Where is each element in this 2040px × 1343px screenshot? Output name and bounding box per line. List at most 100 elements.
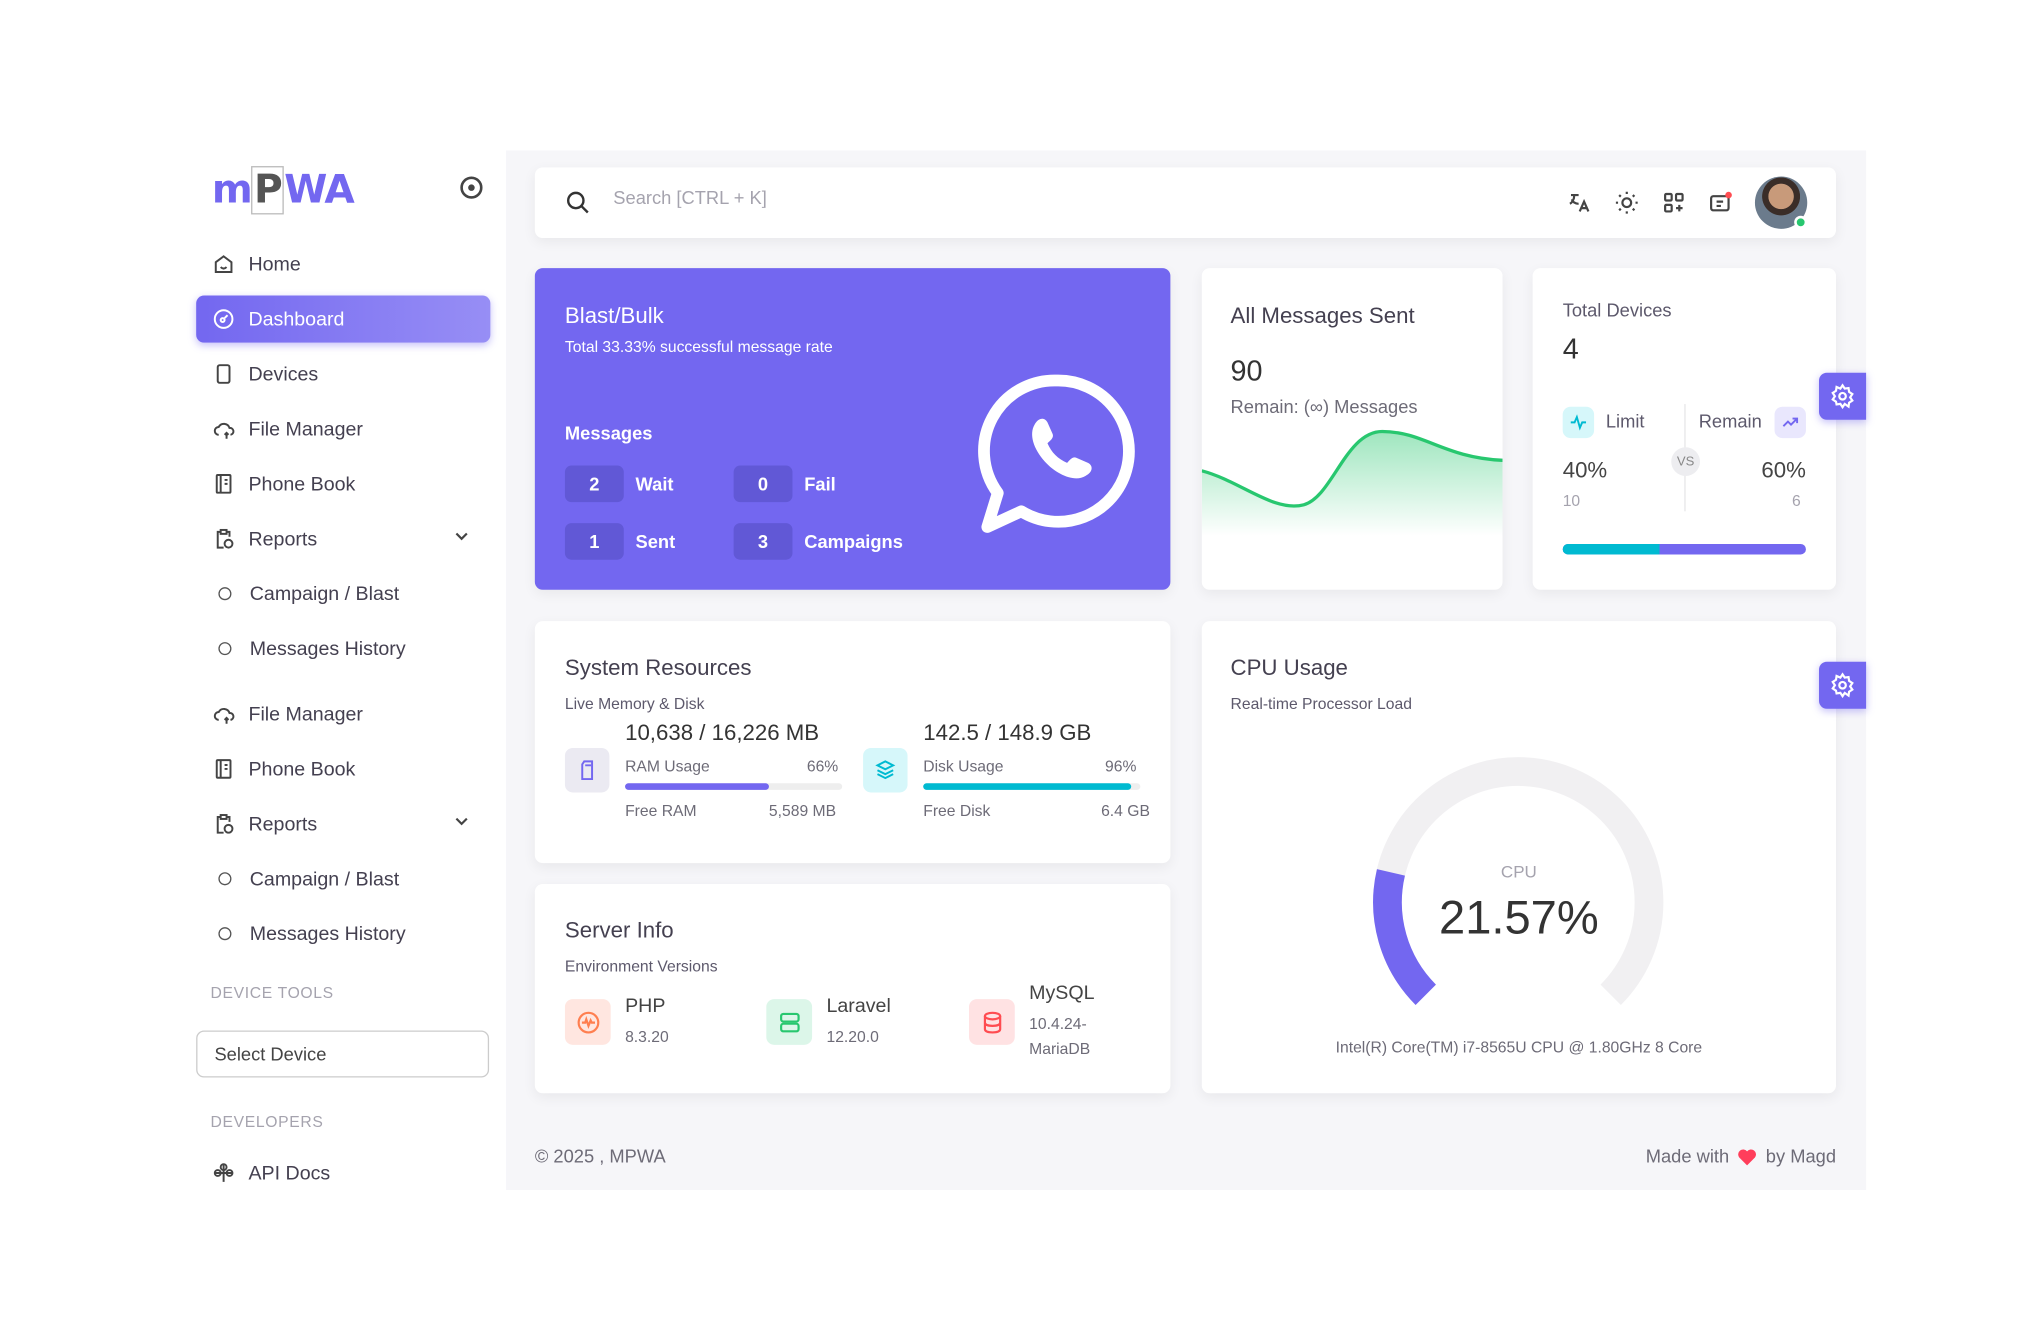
author-link[interactable]: by Magd — [1765, 1145, 1837, 1167]
disk-usage-percent: 96% — [1105, 757, 1137, 776]
free-disk-value: 6.4 GB — [1101, 801, 1150, 820]
server-info-title: Server Info — [564, 918, 674, 943]
ram-usage-fill — [625, 783, 769, 790]
online-status-dot — [1794, 215, 1808, 229]
stat-sent: 1 Sent — [564, 523, 675, 560]
disk-usage-fill — [923, 783, 1132, 790]
sidebar-item-campaign-blast[interactable]: Campaign / Blast — [196, 570, 490, 617]
sidebar-item-campaign-blast-2[interactable]: Campaign / Blast — [196, 855, 490, 902]
gauge-label: CPU — [1500, 861, 1537, 882]
circle-icon — [218, 642, 232, 656]
mysql-name: MySQL — [1029, 982, 1095, 1005]
copyright: © 2025 , MPWA — [534, 1145, 666, 1167]
all-messages-card: All Messages Sent 90 Remain: (∞) Message… — [1201, 268, 1503, 590]
settings-gear-button-2[interactable] — [1819, 661, 1867, 709]
remain-messages: Remain: (∞) Messages — [1230, 396, 1418, 418]
ram-usage-label: RAM Usage — [625, 757, 710, 776]
whatsapp-icon — [978, 374, 1135, 533]
cloud-upload-icon — [212, 417, 236, 441]
limit-fill — [1562, 544, 1660, 555]
top-navbar — [534, 167, 1837, 239]
remain-count: 6 — [1791, 491, 1801, 511]
cpu-usage-title: CPU Usage — [1230, 655, 1348, 681]
ram-usage-bar — [625, 783, 843, 790]
remain-label: Remain — [1698, 410, 1762, 432]
heart-icon — [1738, 1148, 1757, 1165]
php-icon — [564, 999, 611, 1045]
server-info-subtitle: Environment Versions — [564, 957, 718, 976]
free-ram-value: 5,589 MB — [768, 801, 837, 820]
mysql-version: 10.4.24- — [1029, 1014, 1087, 1034]
logo[interactable]: mPWA — [211, 166, 355, 215]
sidebar-item-messages-history[interactable]: Messages History — [196, 625, 490, 672]
system-resources-card: System Resources Live Memory & Disk 10,6… — [534, 621, 1171, 864]
limit-label: Limit — [1605, 410, 1645, 432]
search-icon[interactable] — [565, 190, 591, 216]
cpu-gauge — [1373, 757, 1664, 1005]
sidebar-item-devices[interactable]: Devices — [196, 350, 490, 397]
sidebar-item-messages-history-2[interactable]: Messages History — [196, 910, 490, 957]
sun-icon[interactable] — [1614, 190, 1640, 216]
layers-icon — [863, 748, 908, 793]
report-icon — [212, 812, 236, 836]
all-messages-title: All Messages Sent — [1230, 303, 1415, 329]
free-ram-label: Free RAM — [625, 801, 697, 820]
circle-icon — [218, 587, 232, 601]
stat-campaigns: 3 Campaigns — [733, 523, 903, 560]
server-info-card: Server Info Environment Versions PHP 8.3… — [534, 884, 1171, 1094]
section-developers: DEVELOPERS — [210, 1112, 324, 1132]
section-device-tools: DEVICE TOOLS — [210, 983, 334, 1002]
cpu-value: 21.57% — [1439, 890, 1599, 945]
sparkline-line — [1201, 429, 1503, 508]
search-input[interactable] — [613, 187, 1137, 208]
sidebar-item-home[interactable]: Home — [196, 241, 490, 288]
sidebar-item-phone-book-2[interactable]: Phone Book — [196, 745, 490, 792]
disk-usage-label: Disk Usage — [923, 757, 1004, 776]
circle-icon — [218, 872, 232, 886]
gear-icon — [1831, 672, 1854, 699]
sidebar-item-phone-book[interactable]: Phone Book — [196, 460, 490, 507]
laravel-version: 12.20.0 — [826, 1027, 879, 1047]
cloud-upload-icon — [212, 702, 236, 726]
select-device-dropdown[interactable]: Select Device — [196, 1030, 490, 1078]
sidebar-item-reports-2[interactable]: Reports — [196, 800, 490, 847]
apps-grid-icon[interactable] — [1661, 190, 1687, 216]
chevron-down-icon — [455, 817, 468, 826]
translate-icon[interactable] — [1567, 190, 1593, 216]
limit-remain-bar — [1562, 544, 1806, 555]
api-icon — [212, 1161, 236, 1185]
blast-bulk-card: Blast/Bulk Total 33.33% successful messa… — [534, 268, 1171, 590]
server-icon — [766, 999, 813, 1045]
remain-percent: 60% — [1761, 457, 1806, 483]
sidebar-item-reports[interactable]: Reports — [196, 515, 490, 562]
laravel-name: Laravel — [826, 995, 891, 1018]
blast-subtitle: Total 33.33% successful message rate — [564, 337, 833, 356]
stat-wait: 2 Wait — [564, 465, 674, 503]
settings-gear-button[interactable] — [1819, 372, 1867, 420]
sidebar-toggle-icon[interactable] — [460, 176, 483, 199]
gear-icon — [1831, 383, 1854, 410]
blast-title: Blast/Bulk — [564, 303, 664, 329]
limit-percent: 40% — [1562, 457, 1608, 483]
cpu-usage-subtitle: Real-time Processor Load — [1230, 694, 1412, 713]
sparkline-area — [1201, 431, 1503, 537]
messages-label: Messages — [564, 422, 653, 444]
limit-count: 10 — [1562, 491, 1581, 511]
notification-icon[interactable] — [1708, 190, 1734, 216]
sidebar-item-file-manager[interactable]: File Manager — [196, 405, 490, 452]
sidebar-item-file-manager-2[interactable]: File Manager — [196, 690, 490, 737]
home-icon — [212, 252, 236, 276]
disk-usage-bar — [923, 783, 1141, 790]
database-icon — [969, 999, 1015, 1045]
cpu-model: Intel(R) Core(TM) i7-8565U CPU @ 1.80GHz… — [1335, 1038, 1703, 1057]
dashboard-icon — [212, 307, 236, 331]
cpu-usage-card: CPU Usage Real-time Processor Load CPU 2… — [1201, 621, 1837, 1094]
free-disk-label: Free Disk — [923, 801, 991, 820]
total-devices-title: Total Devices — [1562, 299, 1672, 321]
avatar[interactable] — [1754, 176, 1808, 229]
gauge-track — [1373, 757, 1664, 1005]
sidebar-item-dashboard[interactable]: Dashboard — [196, 295, 491, 343]
sidebar-item-api-docs[interactable]: API Docs — [196, 1149, 490, 1196]
smartphone-icon — [212, 362, 236, 386]
messages-sparkline — [1201, 429, 1503, 537]
